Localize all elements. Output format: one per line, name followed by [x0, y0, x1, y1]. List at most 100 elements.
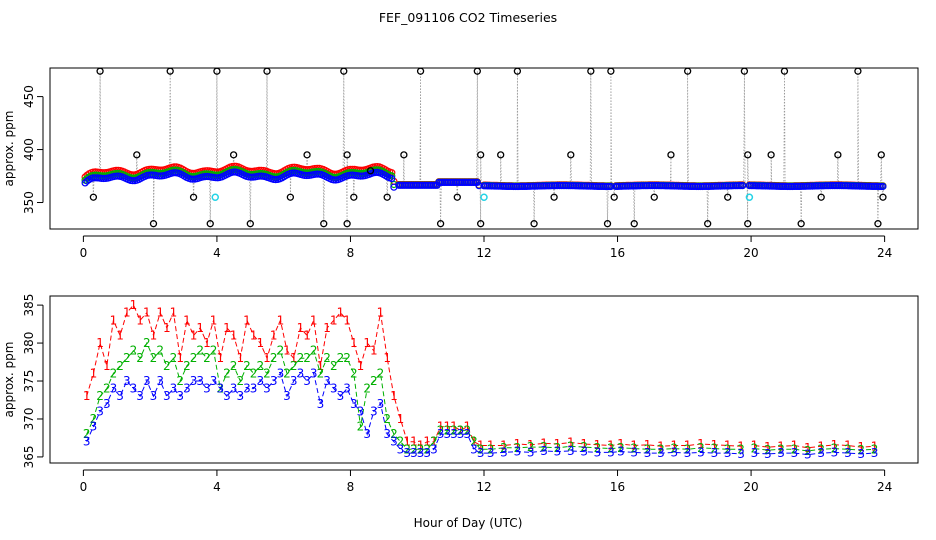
- series-1-point-label: 1: [236, 351, 244, 365]
- series-1-point-label: 1: [270, 329, 278, 343]
- series-1-point-label: 1: [103, 359, 111, 373]
- series-3-point-label: 3: [183, 382, 191, 396]
- spike-marker: [603, 220, 612, 228]
- spike-marker: [340, 67, 348, 75]
- series-2-point-label: 2: [437, 423, 445, 437]
- series-3-point-label: 3: [190, 374, 198, 388]
- series-2-point-label: 2: [764, 443, 772, 457]
- series-2-point-label: 2: [230, 359, 238, 373]
- spike-marker: [89, 193, 98, 201]
- series-2-point-label: 2: [751, 442, 759, 456]
- series-3-point-label: 3: [210, 374, 218, 388]
- spike-marker: [567, 151, 575, 159]
- series-2-point-label: 2: [130, 344, 138, 358]
- series-3-point: [607, 182, 615, 191]
- series-3-point-label: 3: [103, 397, 111, 411]
- series-3-point-label: 3: [277, 366, 285, 380]
- series-1-point-label: 1: [370, 344, 378, 358]
- series-1-point-label: 1: [283, 344, 291, 358]
- series-3-point-label: 3: [457, 427, 465, 441]
- series-1-point-label: 1: [684, 439, 692, 453]
- series-2-point-label: 2: [487, 442, 495, 456]
- series-3-point-label: 3: [764, 447, 772, 461]
- figure-title: FEF_091106 CO2 Timeseries: [379, 10, 557, 25]
- series-1-point-label: 1: [711, 438, 719, 452]
- spike-marker: [246, 220, 254, 228]
- series-1-point-label: 1: [844, 439, 852, 453]
- series-2-point-label: 2: [96, 389, 104, 403]
- series-2-point-label: 2: [176, 374, 184, 388]
- spike-marker: [206, 220, 214, 228]
- series-2-point-label: 2: [857, 443, 865, 457]
- series-1-point-label: 1: [477, 439, 485, 453]
- series-2-point-label: 2: [303, 351, 311, 365]
- series-2-point-label: 2: [163, 359, 171, 373]
- spike-marker: [530, 220, 538, 228]
- series-1-point-label: 1: [607, 439, 615, 453]
- series-3-point-label: 3: [256, 374, 264, 388]
- series-3-point-label: 3: [871, 446, 879, 460]
- spike-marker: [400, 151, 408, 159]
- series-2-point-label: 2: [844, 442, 852, 456]
- series-1-point-label: 1: [136, 313, 144, 327]
- series-2-point-label: 2: [256, 359, 264, 373]
- series-1-point-label: 1: [871, 439, 879, 453]
- spike-marker: [453, 193, 461, 201]
- series-3-point-label: 3: [370, 404, 378, 418]
- series-2-point-label: 2: [236, 374, 244, 388]
- series-1-point-label: 1: [630, 439, 638, 453]
- x-axis-label: Hour of Day (UTC): [414, 516, 523, 530]
- x-tick-label: 8: [347, 480, 355, 494]
- series-2-point-label: 2: [277, 344, 285, 358]
- series-3-point-label: 3: [594, 445, 602, 459]
- series-1: 1111111111111111111111111111111111111111…: [83, 298, 879, 455]
- spike-marker: [366, 167, 375, 175]
- series-1-point-label: 1: [323, 321, 331, 335]
- series-2-point-label: 2: [150, 351, 158, 365]
- series-1-point-label: 1: [403, 435, 411, 449]
- series-3-point-label: 3: [657, 446, 665, 460]
- spike-marker: [343, 220, 351, 228]
- series-1-point-label: 1: [737, 439, 745, 453]
- series-3-point-label: 3: [417, 446, 425, 460]
- series-3-point-label: 3: [567, 444, 575, 458]
- series-2-point-label: 2: [417, 442, 425, 456]
- spike-marker: [587, 67, 595, 75]
- series-2-point-label: 2: [403, 442, 411, 456]
- series-3-point-label: 3: [817, 446, 825, 460]
- spike-marker: [343, 151, 351, 159]
- series-3-line: [86, 372, 875, 456]
- series-3-point-label: 3: [500, 445, 508, 459]
- spike-marker: [497, 151, 505, 159]
- x-tick-label: 24: [877, 246, 892, 260]
- series-3-point-label: 3: [437, 427, 445, 441]
- spike-marker: [416, 67, 425, 75]
- series-3-point: [739, 182, 747, 190]
- series-1-point-label: 1: [657, 439, 665, 453]
- spike-marker: [683, 67, 692, 75]
- spike-marker: [879, 193, 887, 201]
- y-axis-label: approx. ppm: [2, 111, 16, 187]
- spike-marker: [667, 151, 675, 159]
- spike-marker: [797, 220, 805, 228]
- series-1-point-label: 1: [350, 336, 358, 350]
- spike-marker: [607, 67, 615, 75]
- series-2-point-label: 2: [350, 366, 358, 380]
- series-2-point-label: 2: [343, 351, 351, 365]
- series-3-point-label: 3: [697, 445, 705, 459]
- series-2-point-label: 2: [450, 423, 458, 437]
- series-3-point-label: 3: [330, 382, 338, 396]
- spike-marker: [473, 67, 481, 75]
- series-1-point-label: 1: [514, 437, 522, 451]
- series-2-point-label: 2: [377, 366, 385, 380]
- series-1-point-label: 1: [644, 438, 652, 452]
- series-3-point-label: 3: [397, 442, 405, 456]
- y-tick-label: 350: [22, 191, 36, 214]
- spike-marker: [213, 67, 221, 75]
- series-2-point-label: 2: [711, 442, 719, 456]
- spike-marker: [610, 193, 618, 201]
- series-2-point-label: 2: [83, 427, 91, 441]
- series-1-point-label: 1: [310, 313, 318, 327]
- series-2-point-label: 2: [283, 366, 291, 380]
- series-3-points: [81, 168, 887, 191]
